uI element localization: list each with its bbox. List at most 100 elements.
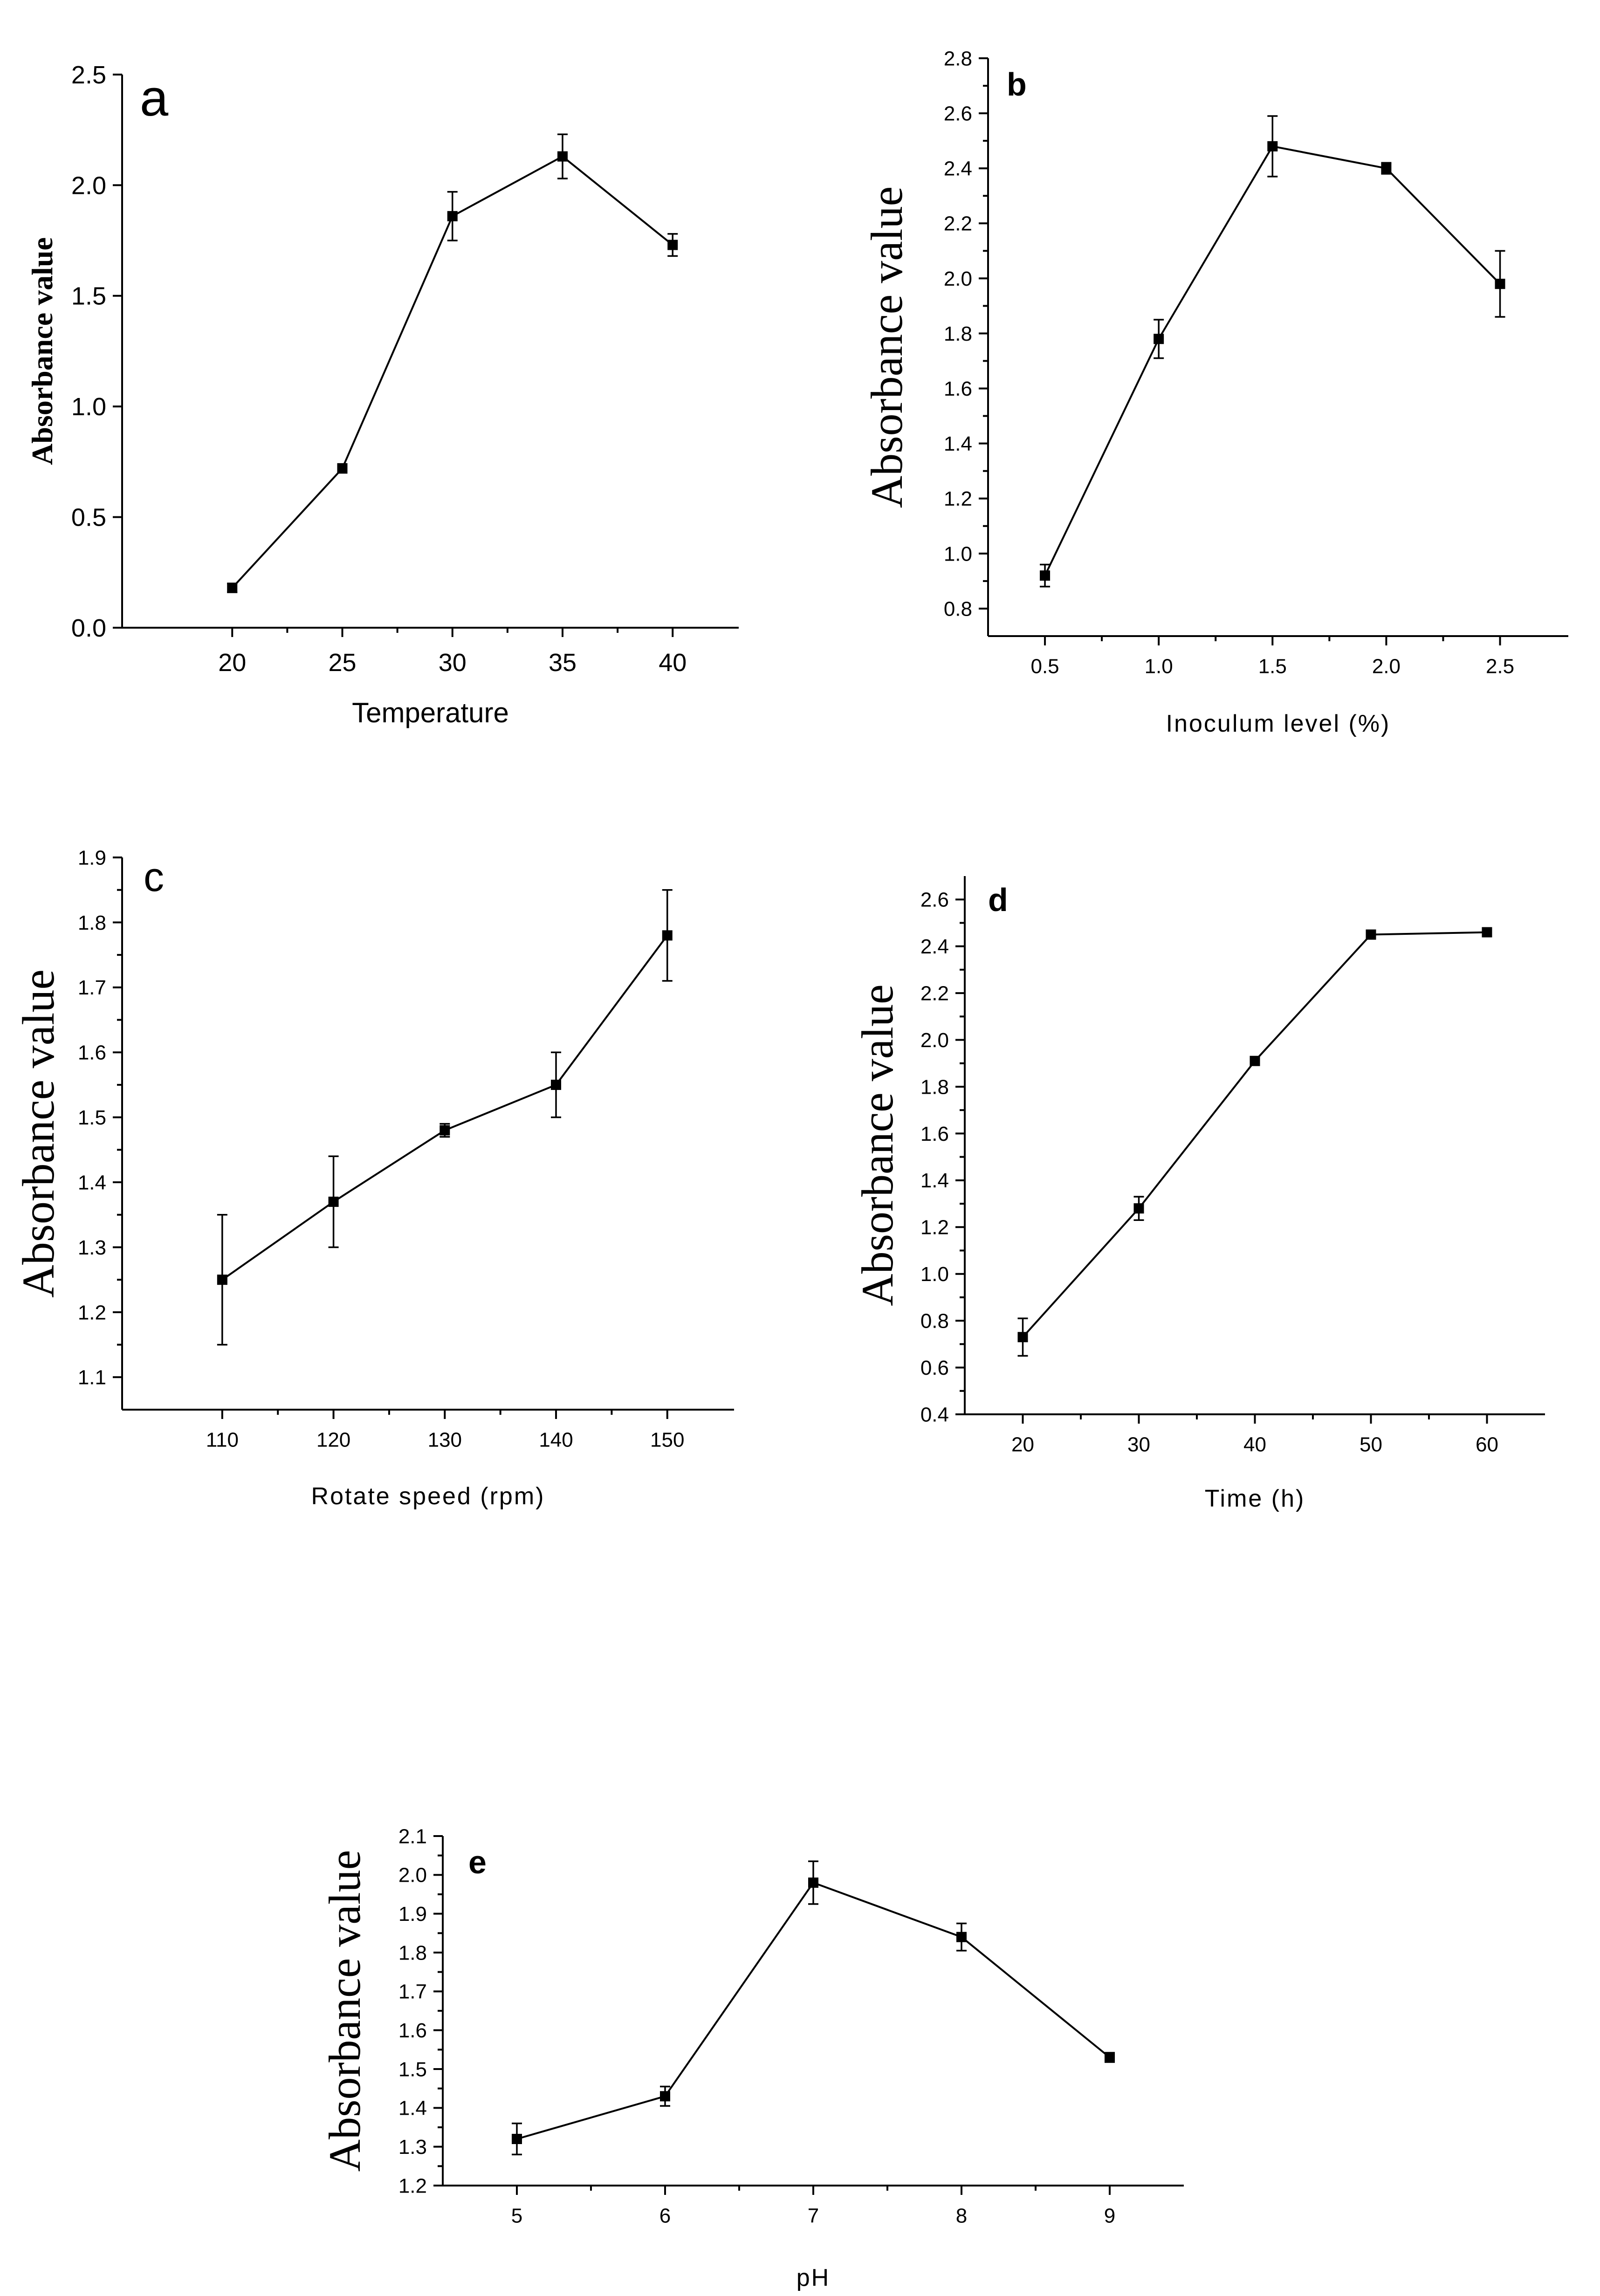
x-tick-label: 8 [956,2204,967,2227]
y-tick-label: 1.0 [944,542,972,565]
y-tick-label: 1.8 [398,1941,427,1964]
data-point [1040,570,1051,581]
y-tick-label: 0.4 [920,1403,949,1426]
x-tick-label: 1.5 [1258,655,1287,678]
x-tick-label: 140 [539,1428,573,1451]
data-point [1017,1332,1028,1343]
data-point [328,1196,339,1207]
x-tick-label: 2.0 [1372,655,1401,678]
x-tick-label: 2.5 [1486,655,1514,678]
data-point [1366,929,1376,940]
x-tick-label: 130 [428,1428,462,1451]
x-tick-label: 20 [218,649,246,677]
series-line [1044,145,1501,576]
y-tick-label: 1.0 [920,1263,949,1286]
y-axis-label: Absorbance value [862,186,912,508]
y-tick-label: 0.8 [920,1310,949,1333]
y-axis-label: Absorbance value [320,1850,370,2172]
y-tick-label: 0.8 [944,597,972,620]
y-tick-label: 0.5 [71,504,106,532]
y-tick-label: 1.8 [78,912,106,934]
x-tick-label: 40 [659,649,687,677]
chart-panel-e: 1.2 1.3 1.4 1.5 1.6 1.7 1.8 1.9 2.0 2.1 5 6 7 8 9 pH Abs… [320,1825,1184,2291]
x-tick-label: 5 [511,2204,522,2227]
x-axis-label: Inoculum level (%) [1166,710,1391,737]
x-tick-label: 7 [808,2204,819,2227]
y-tick-label: 2.2 [944,212,972,235]
chart-panel-a: 0.0 0.5 1.0 1.5 2.0 2.5 20 25 30 35 40 Temperature A… [26,61,739,728]
y-tick-label: 2.8 [944,47,972,70]
data-point [1105,2052,1115,2063]
x-axis-label: Temperature [352,697,509,728]
x-tick-label: 0.5 [1030,655,1059,678]
x-axis-label: pH [797,2264,830,2291]
y-tick-label: 1.4 [398,2097,427,2120]
x-tick-label: 40 [1243,1433,1266,1456]
series-line [1022,931,1487,1338]
y-tick-label: 2.0 [398,1864,427,1887]
y-tick-label: 1.4 [944,432,972,455]
x-tick-label: 30 [439,649,467,677]
data-point [660,2091,670,2102]
y-tick-label: 2.4 [920,935,949,958]
data-point [1133,1203,1144,1214]
y-tick-label: 1.3 [398,2136,427,2159]
x-tick-label: 120 [316,1428,350,1451]
data-point [227,583,238,593]
y-tick-label: 0.0 [71,614,106,642]
y-tick-label: 2.5 [71,61,106,89]
chart-panel-d: 0.4 0.6 0.8 1.0 1.2 1.4 1.6 1.8 2.0 2.2 2.4 2.6 20 30… [852,876,1545,1512]
data-point [337,463,348,474]
y-tick-label: 2.6 [920,889,949,912]
y-tick-label: 1.5 [78,1106,106,1129]
y-tick-label: 1.3 [78,1236,106,1259]
data-point [551,1079,562,1090]
y-tick-label: 1.6 [944,377,972,400]
panel-label: c [144,854,164,900]
y-tick-label: 1.6 [398,2019,427,2042]
y-tick-label: 1.2 [78,1301,106,1324]
y-tick-label: 1.6 [920,1123,949,1145]
y-tick-label: 1.2 [398,2174,427,2197]
y-tick-label: 1.7 [398,1981,427,2003]
y-axis-label: Absorbance value [14,969,64,1298]
data-point [217,1275,227,1285]
data-point [439,1125,450,1136]
y-tick-label: 1.2 [920,1216,949,1239]
y-tick-label: 1.9 [398,1903,427,1926]
data-point [1381,163,1392,174]
y-tick-label: 2.0 [944,267,972,290]
data-point [956,1932,967,1942]
chart-panel-c: 1.1 1.2 1.3 1.4 1.5 1.6 1.7 1.8 1.9 110 120 130 140 1… [14,846,734,1510]
y-tick-label: 1.8 [944,322,972,345]
y-tick-label: 1.0 [71,393,106,421]
y-axis-label: Absorbance value [852,984,902,1306]
y-tick-label: 1.5 [71,282,106,310]
y-tick-label: 1.4 [920,1169,949,1192]
chart-panel-b: 0.8 1.0 1.2 1.4 1.6 1.8 2.0 2.2 2.4 2.6 2.8 0.5 1.0 1… [862,47,1568,737]
data-point [667,240,678,250]
x-tick-label: 35 [549,649,577,677]
data-point [557,151,568,162]
data-point [1250,1055,1260,1066]
data-point [1267,141,1278,151]
x-tick-label: 30 [1127,1433,1150,1456]
data-point [662,930,673,941]
y-tick-label: 1.6 [78,1042,106,1064]
y-tick-label: 2.4 [944,158,972,180]
y-tick-label: 1.1 [78,1366,106,1389]
data-point [808,1878,818,1888]
data-point [1495,279,1505,289]
y-tick-label: 1.2 [944,487,972,510]
data-point [1482,927,1492,938]
panel-label: d [988,882,1008,918]
y-tick-label: 2.1 [398,1825,427,1848]
x-tick-label: 1.0 [1145,655,1173,678]
x-axis-label: Rotate speed (rpm) [311,1483,545,1510]
y-tick-label: 1.9 [78,846,106,869]
y-tick-label: 2.0 [920,1029,949,1052]
data-point [1154,334,1164,344]
x-tick-label: 150 [650,1428,684,1451]
x-tick-label: 50 [1360,1433,1382,1456]
